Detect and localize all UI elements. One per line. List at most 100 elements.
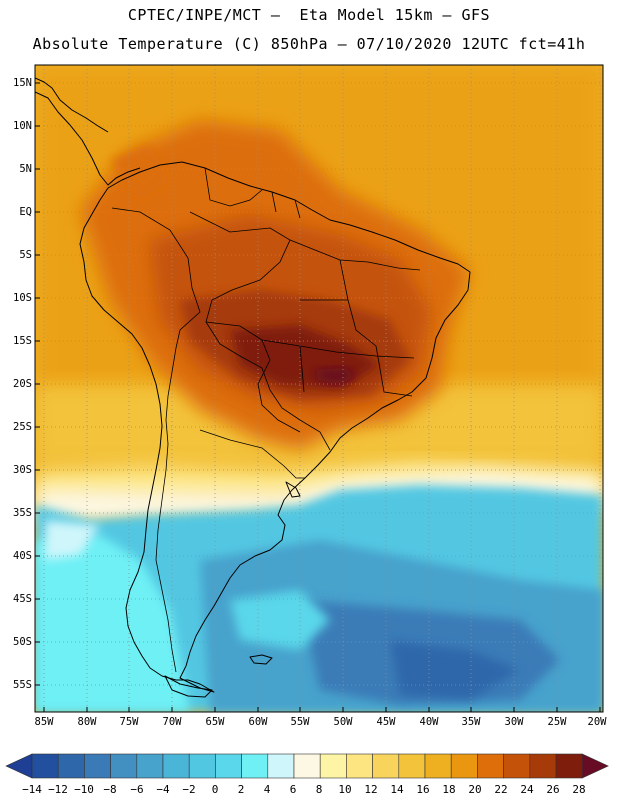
lon-label: 80W bbox=[77, 716, 97, 728]
colorbar-label: 2 bbox=[237, 783, 245, 796]
colorbar-label: 24 bbox=[520, 783, 534, 796]
lon-label: 45W bbox=[376, 716, 396, 728]
map-title-line1: CPTEC/INPE/MCT – Eta Model 15km – GFS bbox=[127, 6, 491, 24]
colorbar-label: 12 bbox=[364, 783, 378, 796]
lat-label: 10N bbox=[13, 120, 32, 132]
lon-label: 30W bbox=[504, 716, 524, 728]
colorbar-swatch bbox=[346, 753, 373, 779]
lon-label: 40W bbox=[419, 716, 439, 728]
colorbar-label: 16 bbox=[416, 783, 430, 796]
lon-label: 65W bbox=[205, 716, 225, 728]
lat-label: 35S bbox=[13, 507, 32, 519]
colorbar-swatch bbox=[84, 753, 111, 779]
graticule bbox=[35, 65, 603, 712]
border-guianas bbox=[204, 167, 301, 219]
south-america-coast bbox=[79, 161, 471, 693]
colorbar-label: 28 bbox=[572, 783, 586, 796]
lon-label: 60W bbox=[248, 716, 268, 728]
colorbar-label: 26 bbox=[546, 783, 560, 796]
colorbar-swatch bbox=[293, 753, 321, 779]
lat-label: 50S bbox=[13, 636, 32, 648]
lon-label: 20W bbox=[587, 716, 607, 728]
field-pacific-light bbox=[45, 520, 100, 560]
lon-label: 25W bbox=[547, 716, 567, 728]
border-brazil-states bbox=[261, 239, 421, 397]
colorbar-label: 4 bbox=[263, 783, 271, 796]
colorbar-swatch bbox=[398, 753, 426, 779]
lat-label: 20S bbox=[13, 378, 32, 390]
colorbar-label: −12 bbox=[48, 783, 68, 796]
colorbar-label: −10 bbox=[74, 783, 94, 796]
colorbar-swatch bbox=[267, 753, 295, 779]
lon-label: 55W bbox=[290, 716, 310, 728]
colorbar-swatch bbox=[57, 753, 85, 779]
colorbar-swatch bbox=[450, 753, 478, 779]
colorbar-arrow-high bbox=[581, 753, 609, 779]
colorbar-swatches bbox=[5, 753, 609, 779]
temperature-field bbox=[35, 65, 603, 712]
field-max-core bbox=[315, 368, 358, 384]
colorbar-swatch bbox=[372, 753, 400, 779]
axis-ticks bbox=[35, 82, 601, 712]
border-andes bbox=[111, 207, 201, 673]
lat-label: 55S bbox=[13, 679, 32, 691]
lon-label: 85W bbox=[34, 716, 54, 728]
colorbar-swatch bbox=[215, 753, 242, 779]
lon-label: 70W bbox=[162, 716, 182, 728]
colorbar-swatch bbox=[31, 753, 59, 779]
colorbar-label: 22 bbox=[494, 783, 508, 796]
border-argentina-uruguay bbox=[199, 429, 305, 479]
coastlines bbox=[35, 77, 471, 698]
tierra-del-fuego bbox=[164, 675, 213, 698]
lat-label: 5N bbox=[19, 163, 32, 175]
lat-label: 30S bbox=[13, 464, 32, 476]
colorbar-swatch bbox=[241, 753, 269, 779]
map-title-line2: Absolute Temperature (C) 850hPa – 07/10/… bbox=[32, 35, 586, 53]
border-bolivia-paraguay bbox=[205, 321, 301, 433]
colorbar bbox=[5, 753, 609, 779]
field-cool-patch bbox=[230, 590, 330, 650]
lat-label: 15S bbox=[13, 335, 32, 347]
lon-label: 50W bbox=[333, 716, 353, 728]
lat-label: 25S bbox=[13, 421, 32, 433]
colorbar-label: −14 bbox=[22, 783, 42, 796]
colorbar-label: 0 bbox=[211, 783, 219, 796]
malvinas bbox=[249, 654, 273, 665]
colorbar-label: 20 bbox=[468, 783, 482, 796]
colorbar-swatch bbox=[424, 753, 452, 779]
lat-label: EQ bbox=[19, 206, 32, 218]
colorbar-swatch bbox=[477, 753, 504, 779]
lat-label: 10S bbox=[13, 292, 32, 304]
lat-label: 15N bbox=[13, 77, 32, 89]
central-america-coast bbox=[35, 91, 141, 186]
colorbar-label: −8 bbox=[103, 783, 117, 796]
colorbar-label: −6 bbox=[130, 783, 144, 796]
colorbar-swatch bbox=[529, 753, 557, 779]
colorbar-swatch bbox=[162, 753, 190, 779]
colorbar-swatch bbox=[188, 753, 216, 779]
colorbar-label: 6 bbox=[289, 783, 297, 796]
colorbar-label: −2 bbox=[182, 783, 196, 796]
colorbar-label: 10 bbox=[338, 783, 352, 796]
lat-label: 40S bbox=[13, 550, 32, 562]
colorbar-label: 8 bbox=[315, 783, 323, 796]
lagoa-patos bbox=[285, 481, 301, 498]
colorbar-label: 14 bbox=[390, 783, 404, 796]
field-pacific-cool bbox=[35, 535, 190, 712]
political-borders bbox=[111, 167, 421, 673]
colorbar-swatch bbox=[319, 753, 347, 779]
map-frame bbox=[34, 64, 604, 713]
caribbean-coast bbox=[35, 77, 109, 133]
lat-label: 45S bbox=[13, 593, 32, 605]
colorbar-arrow-low bbox=[5, 753, 33, 779]
colorbar-swatch bbox=[503, 753, 531, 779]
lat-label: 5S bbox=[19, 249, 32, 261]
colorbar-swatch bbox=[555, 753, 583, 779]
lon-label: 75W bbox=[119, 716, 139, 728]
colorbar-label: 18 bbox=[442, 783, 456, 796]
lon-label: 35W bbox=[461, 716, 481, 728]
colorbar-swatch bbox=[136, 753, 164, 779]
colorbar-swatch bbox=[110, 753, 138, 779]
colorbar-label: −4 bbox=[156, 783, 170, 796]
